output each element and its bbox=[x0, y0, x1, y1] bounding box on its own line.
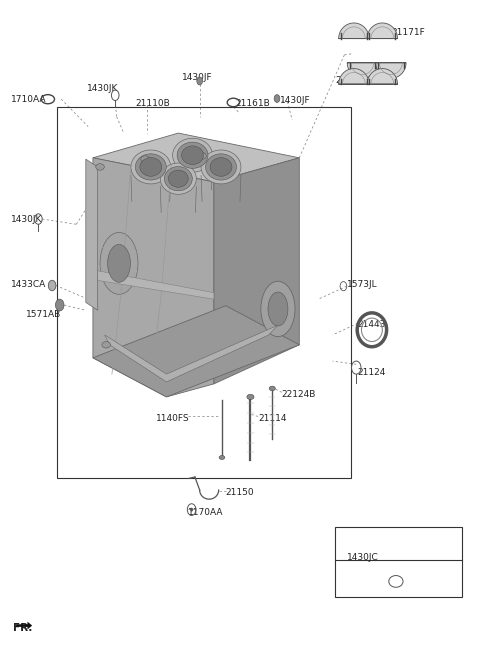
Text: FR.: FR. bbox=[13, 623, 33, 633]
Text: 21443: 21443 bbox=[358, 320, 386, 329]
Ellipse shape bbox=[135, 154, 166, 180]
Polygon shape bbox=[93, 133, 300, 182]
Ellipse shape bbox=[141, 156, 149, 162]
Polygon shape bbox=[93, 306, 300, 397]
Polygon shape bbox=[347, 62, 378, 78]
Circle shape bbox=[48, 281, 56, 290]
Ellipse shape bbox=[160, 163, 196, 194]
Text: 1430JF: 1430JF bbox=[280, 96, 311, 105]
Ellipse shape bbox=[247, 394, 254, 399]
Ellipse shape bbox=[201, 150, 241, 184]
Text: 21171F: 21171F bbox=[391, 28, 425, 37]
Polygon shape bbox=[105, 325, 278, 382]
Text: 21114: 21114 bbox=[258, 414, 287, 423]
Circle shape bbox=[56, 299, 64, 311]
Ellipse shape bbox=[181, 146, 204, 164]
Polygon shape bbox=[16, 622, 32, 629]
Bar bbox=[57, 107, 351, 478]
Polygon shape bbox=[376, 62, 406, 78]
Text: 1710AA: 1710AA bbox=[12, 95, 47, 104]
Circle shape bbox=[197, 77, 203, 85]
Ellipse shape bbox=[102, 342, 110, 348]
Ellipse shape bbox=[164, 167, 192, 191]
Ellipse shape bbox=[177, 142, 208, 168]
Ellipse shape bbox=[205, 154, 237, 180]
Ellipse shape bbox=[261, 281, 295, 336]
Text: 1170AA: 1170AA bbox=[188, 508, 223, 516]
Ellipse shape bbox=[131, 150, 171, 184]
Text: 21171E: 21171E bbox=[335, 76, 369, 85]
Polygon shape bbox=[86, 159, 97, 310]
Ellipse shape bbox=[198, 152, 206, 159]
Ellipse shape bbox=[210, 158, 232, 176]
Polygon shape bbox=[93, 270, 214, 299]
Text: 1430JK: 1430JK bbox=[87, 84, 119, 93]
Circle shape bbox=[274, 95, 280, 102]
Polygon shape bbox=[367, 23, 397, 39]
Ellipse shape bbox=[269, 386, 276, 391]
Ellipse shape bbox=[140, 158, 162, 176]
Text: 1430JF: 1430JF bbox=[182, 72, 213, 81]
Text: 1430JC: 1430JC bbox=[347, 553, 379, 562]
Text: 1430JK: 1430JK bbox=[12, 215, 43, 223]
Polygon shape bbox=[339, 23, 369, 39]
Ellipse shape bbox=[108, 244, 131, 283]
Polygon shape bbox=[339, 68, 369, 84]
Bar bbox=[335, 526, 462, 597]
Ellipse shape bbox=[219, 455, 225, 459]
Text: 21110B: 21110B bbox=[136, 99, 170, 108]
Ellipse shape bbox=[96, 164, 104, 170]
Polygon shape bbox=[367, 68, 397, 84]
Text: 21124: 21124 bbox=[358, 369, 386, 377]
Ellipse shape bbox=[173, 138, 213, 172]
Ellipse shape bbox=[100, 233, 138, 294]
Text: 1140FS: 1140FS bbox=[156, 414, 189, 423]
Text: 1433CA: 1433CA bbox=[12, 280, 47, 288]
Ellipse shape bbox=[268, 292, 288, 326]
Text: 1573JL: 1573JL bbox=[347, 280, 378, 288]
Text: 21161B: 21161B bbox=[235, 99, 270, 108]
Text: 21150: 21150 bbox=[226, 488, 254, 497]
Text: 22124B: 22124B bbox=[282, 390, 316, 399]
Text: 1571AB: 1571AB bbox=[25, 309, 61, 319]
Polygon shape bbox=[214, 158, 300, 384]
Polygon shape bbox=[93, 158, 214, 397]
Circle shape bbox=[190, 508, 193, 512]
Ellipse shape bbox=[168, 170, 188, 187]
